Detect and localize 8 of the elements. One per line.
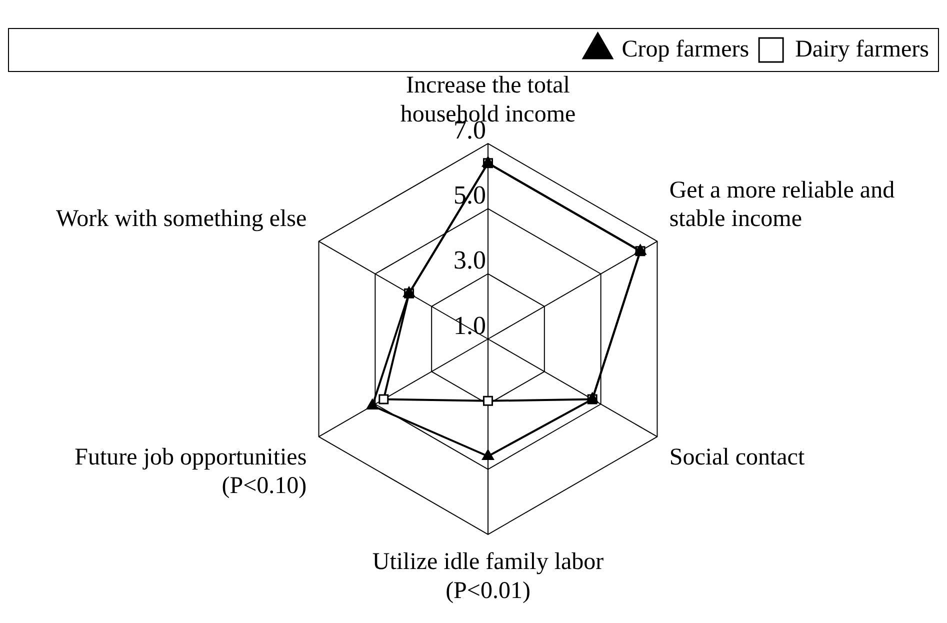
spoke-label: Social contact <box>669 444 805 470</box>
spoke-label: Utilize idle family labor (P<0.01) <box>372 549 604 604</box>
spoke-label: Future job opportunities (P<0.10) <box>74 444 307 500</box>
legend-label: Dairy farmers <box>795 36 930 62</box>
legend-label: Crop farmers <box>622 36 750 62</box>
spoke-label: Get a more reliable and stable income <box>669 177 895 232</box>
spoke-label: Work with something else <box>56 206 307 232</box>
y-tick-label: 3.0 <box>454 246 486 275</box>
